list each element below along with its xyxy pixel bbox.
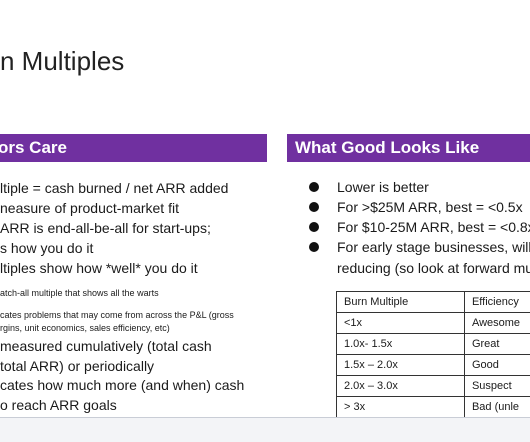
table-cell: Suspect <box>463 375 530 397</box>
right-bullet-item: For early stage businesses, will <box>308 238 530 258</box>
table-cell: > 3x <box>336 396 465 418</box>
left-section-header: ors Care <box>0 134 267 162</box>
slide-divider <box>0 417 530 418</box>
table-cell: Good <box>463 354 530 376</box>
table-cell: Burn Multiple <box>336 291 465 313</box>
left-line: total ARR) or periodically <box>0 358 155 374</box>
right-bullet-text: For $10-25M ARR, best = <0.8x <box>337 219 530 235</box>
burn-multiple-table: Burn Multiple Efficiency <1x Awesome 1.0… <box>336 291 530 418</box>
table-cell: 2.0x – 3.0x <box>336 375 465 397</box>
right-bullet-item: For $10-25M ARR, best = <0.8x <box>308 218 530 238</box>
table-cell: Efficiency <box>463 291 530 313</box>
right-bullet-text: For early stage businesses, will <box>337 239 530 255</box>
right-section-header-label: What Good Looks Like <box>295 138 480 157</box>
left-section-header-label: ors Care <box>0 138 67 157</box>
table-row: 1.5x – 2.0x Good <box>336 354 530 376</box>
table-header-row: Burn Multiple Efficiency <box>336 291 530 313</box>
bullet-dot-icon <box>309 202 319 212</box>
table-cell: Great <box>463 333 530 355</box>
left-line: ARR is end-all-be-all for start-ups; <box>0 220 211 236</box>
right-bullet-text: For >$25M ARR, best = <0.5x <box>337 199 523 215</box>
slide-title: n Multiples <box>0 46 125 76</box>
table-cell: <1x <box>336 312 465 334</box>
bullet-dot-icon <box>309 222 319 232</box>
table-cell: Bad (unle <box>463 396 530 418</box>
left-line: o reach ARR goals <box>0 397 117 413</box>
right-section-header: What Good Looks Like <box>287 134 530 162</box>
left-line: cates how much more (and when) cash <box>0 377 245 393</box>
left-line: neasure of product-market fit <box>0 200 179 216</box>
table-row: <1x Awesome <box>336 312 530 334</box>
bullet-dot-icon <box>309 182 319 192</box>
right-bullet-list: Lower is better For >$25M ARR, best = <0… <box>308 178 530 258</box>
left-line: ltiples show how *well* you do it <box>0 260 198 276</box>
viewer-footer-band <box>0 418 530 442</box>
table-row: > 3x Bad (unle <box>336 396 530 418</box>
left-line-small: rgins, unit economics, sales efficiency,… <box>0 323 170 333</box>
right-bullet-item: Lower is better <box>308 178 530 198</box>
right-bullet-text: Lower is better <box>337 179 429 195</box>
table-row: 1.0x- 1.5x Great <box>336 333 530 355</box>
table-cell: 1.5x – 2.0x <box>336 354 465 376</box>
left-line-small: atch-all multiple that shows all the war… <box>0 288 159 298</box>
right-bullet-item: For >$25M ARR, best = <0.5x <box>308 198 530 218</box>
table-cell: 1.0x- 1.5x <box>336 333 465 355</box>
bullet-dot-icon <box>309 242 319 252</box>
table-cell: Awesome <box>463 312 530 334</box>
left-line: measured cumulatively (total cash <box>0 338 212 354</box>
left-line: ltiple = cash burned / net ARR added <box>0 180 229 196</box>
table-row: 2.0x – 3.0x Suspect <box>336 375 530 397</box>
left-line-small: cates problems that may come from across… <box>0 310 234 320</box>
right-bullet-continuation: reducing (so look at forward mu <box>337 260 530 276</box>
left-line: s how you do it <box>0 240 94 256</box>
